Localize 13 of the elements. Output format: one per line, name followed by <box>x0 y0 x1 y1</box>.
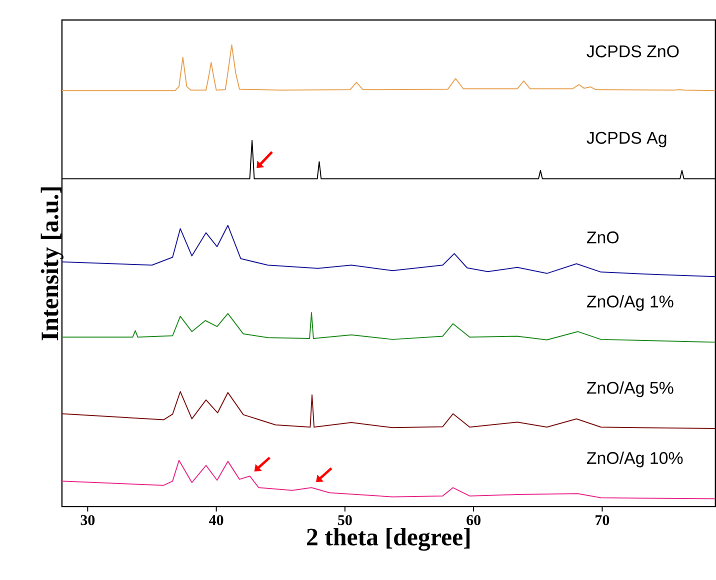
series-label: ZnO/Ag 5% <box>586 382 674 398</box>
series-label: JCPDS Ag <box>586 132 666 148</box>
y-axis-title: Intensity [a.u.] <box>40 188 64 340</box>
series-label: JCPDS ZnO <box>586 46 679 58</box>
x-axis-title: 2 theta [degree] <box>307 528 470 551</box>
series-label: ZnO/Ag 10% <box>586 452 683 468</box>
x-tick-label: 40 <box>209 515 224 526</box>
x-tick-label: 60 <box>466 515 480 526</box>
x-tick-label: 70 <box>596 515 610 526</box>
x-tick-label: 50 <box>338 515 352 526</box>
x-tick-label: 30 <box>80 515 95 526</box>
series-label: ZnO <box>586 232 619 244</box>
series-label: ZnO/Ag 1% <box>586 295 674 312</box>
